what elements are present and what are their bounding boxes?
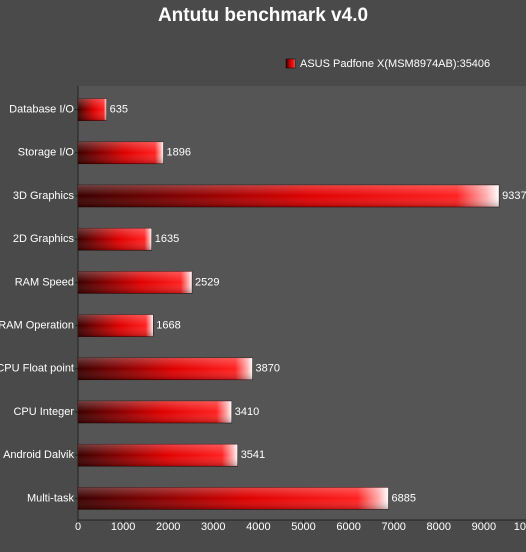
legend-swatch [285,58,296,69]
bar-shine [78,444,238,467]
y-tick-label: Android Dalvik [3,449,74,461]
x-tick-label: 4000 [246,521,270,533]
y-tick-label: Storage I/O [18,147,75,159]
legend-label: ASUS Padfone X(MSM8974AB):35406 [300,58,490,70]
data-label: 1635 [155,233,179,245]
x-tick-label: 1000 [111,521,135,533]
data-label: 2529 [195,276,219,288]
data-label: 6885 [392,492,416,504]
y-tick-label: RAM Operation [0,320,74,332]
data-label: 3410 [235,406,259,418]
data-label: 635 [110,104,128,116]
data-label: 9337 [502,190,526,202]
x-tick-label: 8000 [427,521,451,533]
bar-shine [78,185,500,207]
x-tick-label: 6000 [336,521,360,533]
data-label: 1896 [167,147,191,159]
bar-shine [78,401,232,423]
x-tick-label: 0 [75,521,81,533]
x-tick-label: 3000 [201,521,225,533]
y-tick-label: Database I/O [9,104,74,116]
y-tick-label: 2D Graphics [13,233,75,245]
bar-shine [78,228,152,251]
y-tick-label: RAM Speed [15,276,74,288]
data-label: 3870 [256,363,280,375]
x-tick-label: 5000 [291,521,315,533]
x-tick-label: 7000 [381,521,405,533]
bar-shine [78,141,164,164]
y-tick-label: CPU Integer [13,406,74,418]
x-tick-label: 10000 [514,521,526,533]
x-tick-label: 2000 [156,521,180,533]
bar-shine [78,487,389,510]
y-tick-label: Multi-task [27,492,75,504]
bar-shine [78,314,154,337]
data-label: 3541 [241,449,265,461]
bar-shine [78,271,193,294]
chart-title: Antutu benchmark v4.0 [158,5,368,26]
bar-shine [78,357,253,380]
bar-shine [78,98,107,121]
data-label: 1668 [156,320,180,332]
x-tick-label: 9000 [472,521,496,533]
y-tick-label: 3D Graphics [13,190,75,202]
y-tick-label: CPU Float point [0,363,74,375]
